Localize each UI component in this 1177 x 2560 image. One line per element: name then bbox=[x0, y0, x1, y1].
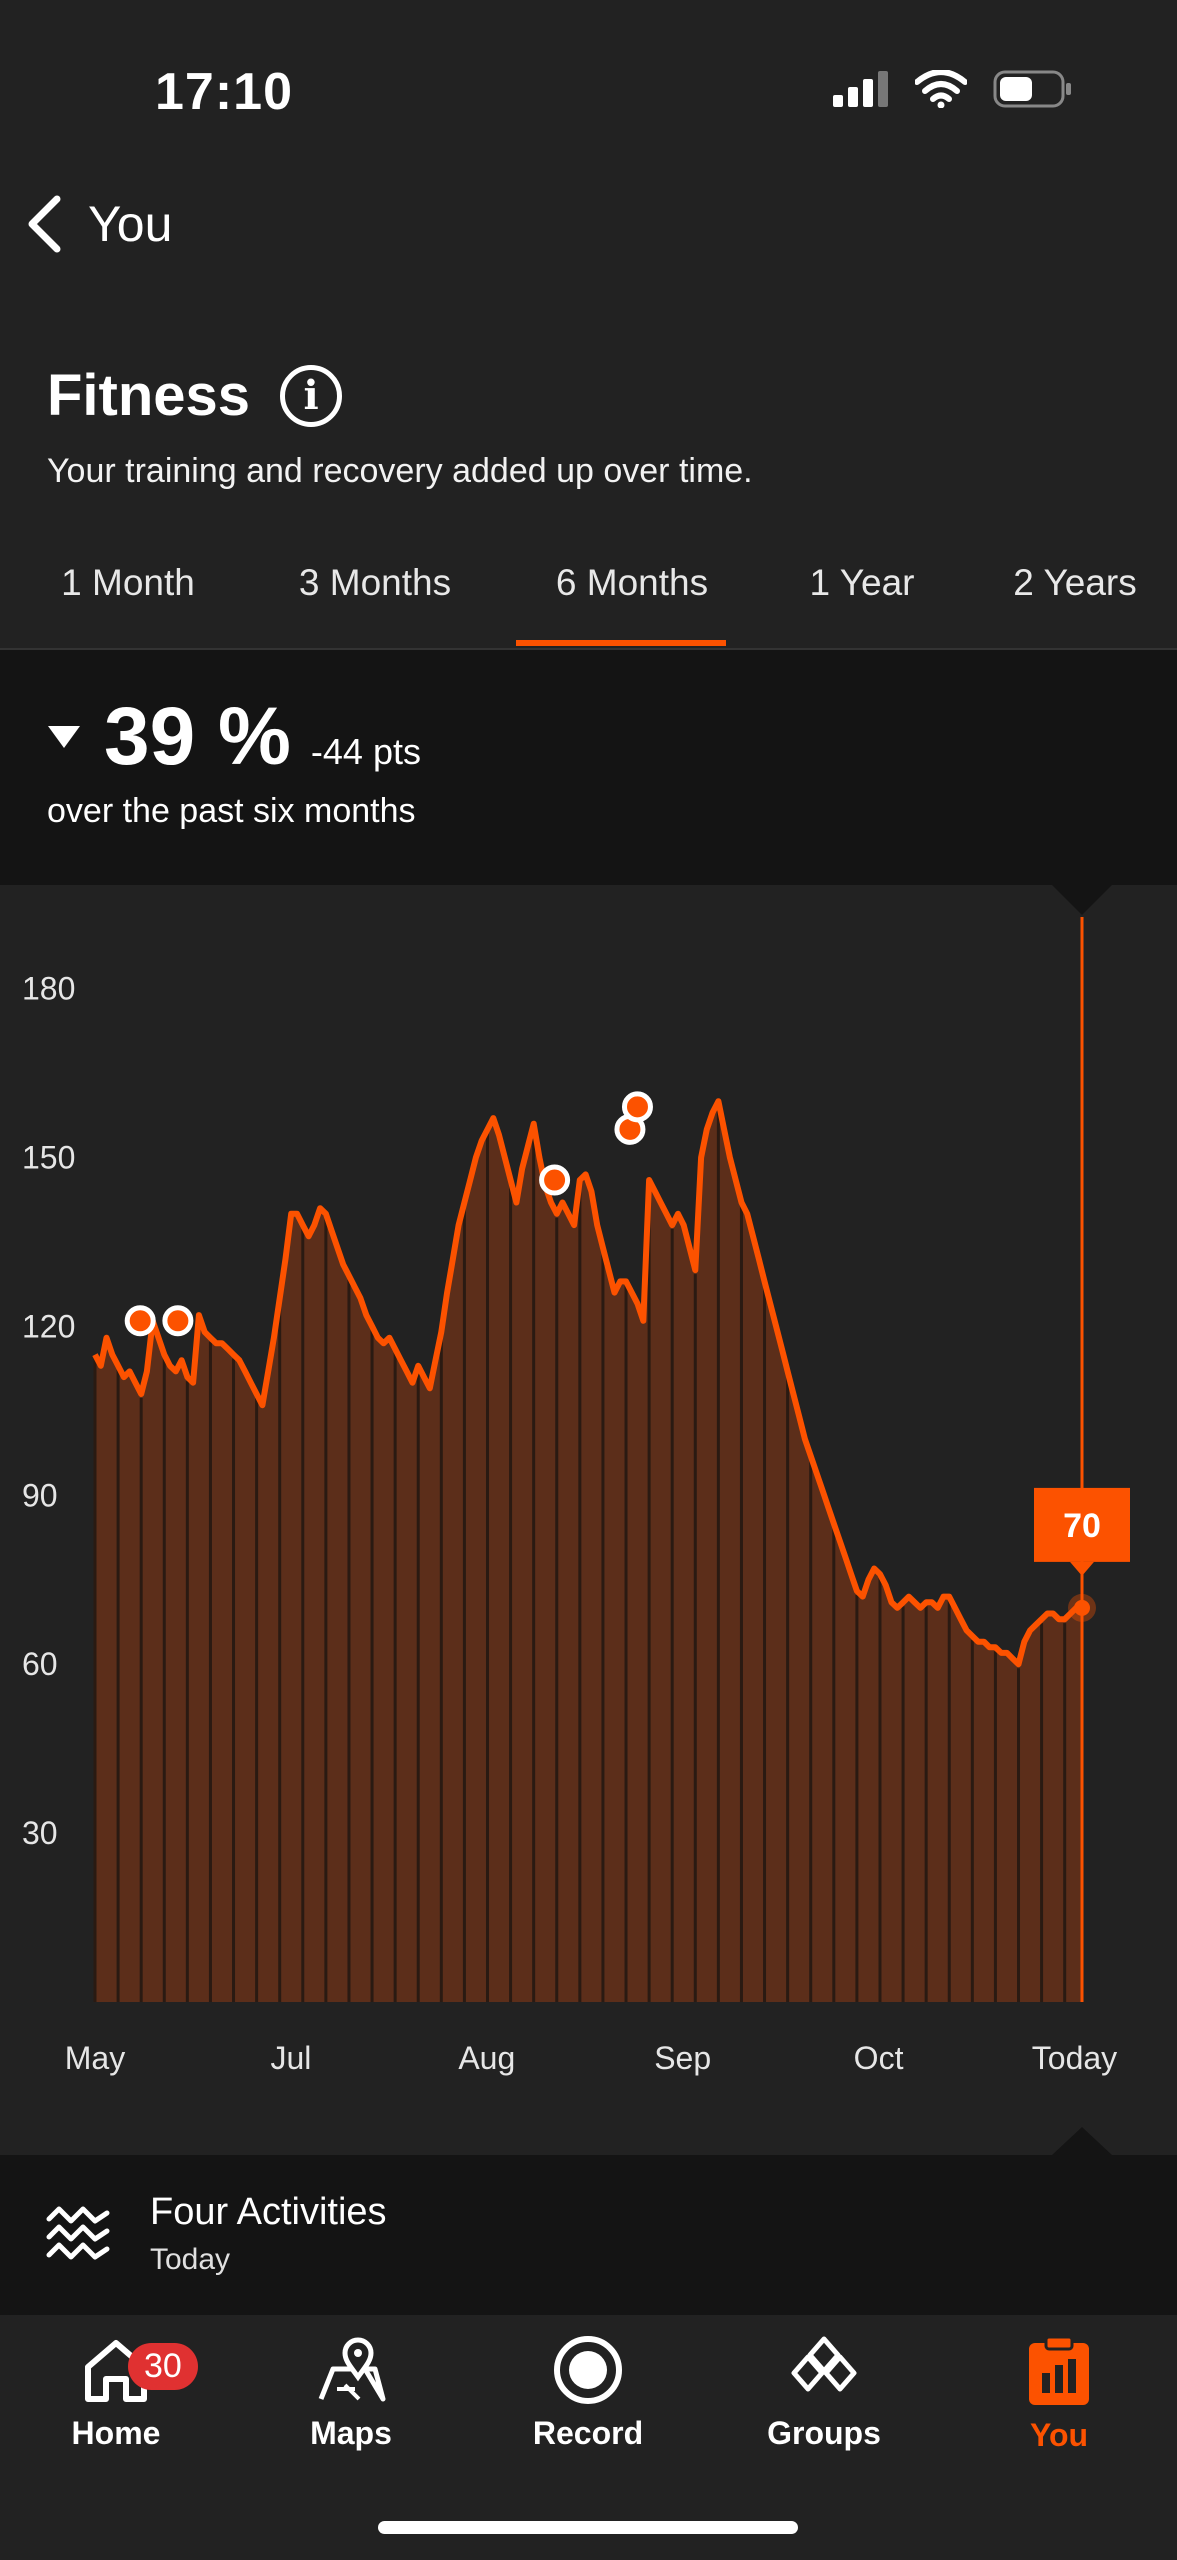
nav-maps-label: Maps bbox=[310, 2415, 392, 2451]
y-tick-label: 180 bbox=[22, 971, 75, 1007]
nav-record-label: Record bbox=[532, 2415, 644, 2451]
bottom-nav: 30 Home Maps Record Groups bbox=[0, 2315, 1177, 2560]
activities-wave-icon bbox=[46, 2206, 110, 2260]
x-tick-label: Aug bbox=[458, 2040, 515, 2076]
title-row: Fitness i bbox=[47, 362, 343, 429]
activity-row[interactable]: Four Activities Today bbox=[0, 2155, 1177, 2315]
cursor-bottom-notch bbox=[1052, 2127, 1112, 2155]
nav-groups[interactable]: Groups bbox=[734, 2335, 914, 2452]
tab-6-months[interactable]: 6 Months bbox=[555, 562, 709, 603]
status-icons bbox=[833, 70, 1073, 108]
wifi-icon bbox=[915, 70, 967, 108]
fitness-line bbox=[92, 1098, 1082, 1668]
y-tick-label: 150 bbox=[22, 1140, 75, 1176]
info-icon[interactable]: i bbox=[280, 364, 343, 427]
tab-selected-indicator bbox=[516, 640, 726, 646]
activity-marker[interactable] bbox=[162, 1305, 194, 1337]
x-tick-label: Today bbox=[1032, 2040, 1117, 2076]
tooltip-pointer bbox=[1070, 1561, 1094, 1576]
home-notification-badge: 30 bbox=[128, 2343, 198, 2390]
chevron-left-icon bbox=[28, 195, 61, 253]
back-button[interactable]: You bbox=[24, 195, 172, 253]
change-percent: 39 % bbox=[104, 691, 291, 782]
groups-icon bbox=[791, 2336, 857, 2392]
tooltip-value: 70 bbox=[1063, 1507, 1101, 1545]
y-tick-label: 60 bbox=[22, 1646, 58, 1682]
y-tick-label: 120 bbox=[22, 1308, 75, 1344]
current-point bbox=[1074, 1599, 1090, 1616]
tab-1-year[interactable]: 1 Year bbox=[809, 562, 915, 603]
trend-down-icon bbox=[48, 726, 80, 748]
nav-home[interactable]: 30 Home bbox=[26, 2335, 206, 2452]
battery-icon bbox=[993, 70, 1071, 108]
nav-groups-label: Groups bbox=[767, 2415, 881, 2451]
x-tick-label: May bbox=[65, 2040, 125, 2076]
y-tick-label: 90 bbox=[22, 1477, 58, 1513]
clipboard-chart-icon bbox=[1029, 2335, 1089, 2405]
page-title: Fitness bbox=[47, 363, 251, 428]
home-indicator bbox=[378, 2521, 798, 2534]
tab-1-month[interactable]: 1 Month bbox=[61, 562, 195, 603]
status-time: 17:10 bbox=[155, 63, 293, 121]
cursor-top-notch bbox=[1052, 885, 1112, 915]
summary-caption: over the past six months bbox=[47, 792, 416, 830]
fitness-summary: 39 % -44 pts over the past six months bbox=[0, 650, 1177, 885]
tab-2-years[interactable]: 2 Years bbox=[1013, 562, 1137, 603]
trend-row: 39 % -44 pts bbox=[48, 690, 421, 784]
cellular-signal-icon bbox=[833, 71, 888, 107]
record-icon bbox=[554, 2336, 622, 2404]
x-tick-label: Jul bbox=[270, 2040, 311, 2076]
nav-maps[interactable]: Maps bbox=[261, 2335, 441, 2452]
value-tooltip bbox=[1034, 1487, 1130, 1562]
activity-marker[interactable] bbox=[124, 1305, 156, 1337]
activity-subtitle: Today bbox=[150, 2243, 231, 2276]
change-points: -44 pts bbox=[310, 731, 421, 772]
map-pin-icon bbox=[318, 2337, 386, 2402]
activity-marker[interactable] bbox=[539, 1164, 571, 1196]
tab-3-months[interactable]: 3 Months bbox=[298, 562, 452, 603]
fitness-chart[interactable]: 180 150 120 90 60 30 70 May Jul Aug Sep Oct Today bbox=[0, 885, 1177, 2155]
nav-you[interactable]: You bbox=[969, 2335, 1149, 2454]
back-label: You bbox=[88, 196, 173, 252]
range-tabs: 1 Month 3 Months 6 Months 1 Year 2 Years bbox=[0, 550, 1177, 650]
activity-marker[interactable] bbox=[621, 1091, 653, 1123]
page-subtitle: Your training and recovery added up over… bbox=[47, 452, 753, 490]
fitness-area bbox=[95, 1101, 1082, 2002]
y-tick-label: 30 bbox=[22, 1815, 58, 1851]
x-tick-label: Oct bbox=[854, 2040, 904, 2076]
nav-home-label: Home bbox=[71, 2415, 161, 2451]
nav-you-label: You bbox=[1029, 2417, 1089, 2453]
x-tick-label: Sep bbox=[654, 2040, 711, 2076]
activity-title: Four Activities bbox=[150, 2191, 387, 2233]
nav-record[interactable]: Record bbox=[498, 2335, 678, 2452]
